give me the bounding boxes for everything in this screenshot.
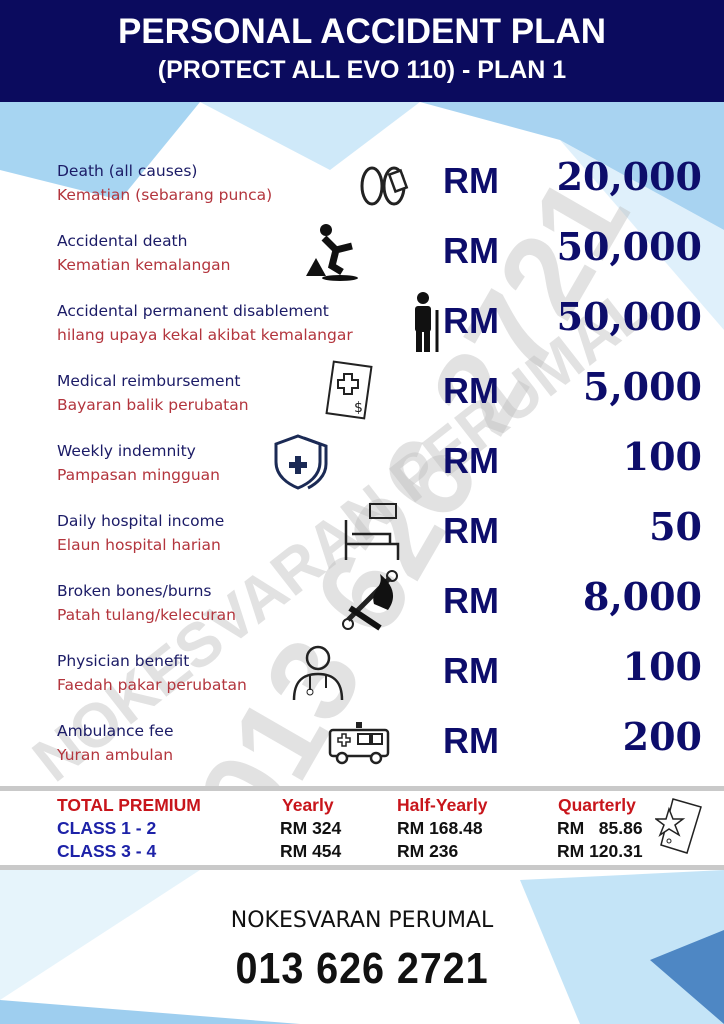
class-label: CLASS 1 - 2 — [57, 818, 157, 838]
price-cell: RM 85.86 — [557, 818, 643, 838]
benefit-row: Medical reimbursement Bayaran balik peru… — [0, 360, 724, 442]
benefit-label-en: Broken bones/burns — [57, 582, 212, 600]
benefit-row: Weekly indemnity Pampasan mingguan RM 10… — [0, 434, 724, 512]
currency-label: RM — [443, 370, 499, 411]
benefit-amount: 8,000 — [583, 574, 702, 619]
currency-label: RM — [443, 440, 499, 481]
premium-table: TOTAL PREMIUM Yearly Half-Yearly Quarter… — [0, 786, 724, 870]
benefit-label-ms: Elaun hospital harian — [57, 536, 221, 554]
price-tag-star-icon — [655, 798, 702, 854]
benefit-label-ms: Faedah pakar perubatan — [57, 676, 247, 694]
col-yearly: Yearly — [282, 795, 334, 815]
person-crutch-icon — [415, 292, 439, 352]
currency-label: RM — [443, 720, 499, 761]
currency-label: RM — [443, 300, 499, 341]
benefit-label-en: Accidental death — [57, 232, 188, 250]
benefit-label-en: Death (all causes) — [57, 162, 198, 180]
price-cell: RM 324 — [280, 818, 342, 838]
benefit-amount: 5,000 — [583, 364, 702, 409]
currency-label: RM — [443, 230, 499, 271]
benefit-label-ms: Pampasan mingguan — [57, 466, 220, 484]
svg-text:$: $ — [354, 400, 363, 416]
benefit-label-ms: Patah tulang/kelecuran — [57, 606, 236, 624]
benefit-amount: 20,000 — [556, 154, 702, 199]
doctor-icon — [292, 645, 344, 701]
benefit-label-ms: Yuran ambulan — [57, 746, 174, 764]
benefit-row: Broken bones/burns Patah tulang/kelecura… — [0, 570, 724, 652]
page-title: PERSONAL ACCIDENT PLAN — [117, 12, 607, 51]
benefit-row: Accidental permanent disablement hilang … — [0, 292, 724, 372]
benefit-label-en: Physician benefit — [57, 652, 190, 670]
benefit-label-en: Accidental permanent disablement — [57, 302, 329, 320]
benefit-amount: 50 — [649, 504, 702, 549]
class-label: CLASS 3 - 4 — [57, 841, 157, 861]
benefit-amount: 50,000 — [556, 224, 702, 269]
benefit-label-ms: hilang upaya kekal akibat kemalangar — [57, 326, 353, 344]
benefit-label-en: Daily hospital income — [57, 512, 225, 530]
benefit-row: Accidental death Kematian kemalangan RM … — [0, 224, 724, 302]
header: PERSONAL ACCIDENT PLAN (PROTECT ALL EVO … — [0, 0, 724, 102]
benefit-label-en: Medical reimbursement — [57, 372, 241, 390]
benefit-label-ms: Kematian (sebarang punca) — [57, 186, 273, 204]
medical-bill-icon: $ — [325, 360, 373, 420]
col-half-yearly: Half-Yearly — [397, 795, 488, 815]
currency-label: RM — [443, 160, 499, 201]
benefit-label-en: Ambulance fee — [57, 722, 174, 740]
ambulance-icon — [328, 722, 390, 765]
currency-label: RM — [443, 580, 499, 621]
price-cell: RM 120.31 — [557, 841, 643, 861]
price-cell: RM 236 — [397, 841, 459, 861]
hospital-bed-money-icon — [344, 503, 400, 560]
price-cell: RM 168.48 — [397, 818, 483, 838]
slip-fall-icon — [306, 224, 358, 281]
currency-label: RM — [443, 510, 499, 551]
feet-tag-icon — [360, 166, 409, 206]
price-cell: RM 454 — [280, 841, 342, 861]
benefit-amount: 50,000 — [556, 294, 702, 339]
currency-label: RM — [443, 650, 499, 691]
benefit-amount: 100 — [622, 644, 702, 689]
benefit-label-ms: Kematian kemalangan — [57, 256, 231, 274]
benefit-row: Death (all causes) Kematian (sebarang pu… — [0, 154, 724, 232]
page-subtitle: (PROTECT ALL EVO 110) - PLAN 1 — [157, 56, 567, 84]
benefit-label-ms: Bayaran balik perubatan — [57, 396, 249, 414]
benefit-amount: 100 — [622, 434, 702, 479]
agent-phone: 013 626 2721 — [235, 944, 489, 993]
benefit-row: Physician benefit Faedah pakar perubatan… — [0, 644, 724, 722]
shield-icon — [274, 434, 328, 490]
benefit-row: Ambulance fee Yuran ambulan RM 200 — [0, 714, 724, 792]
benefit-label-en: Weekly indemnity — [57, 442, 196, 460]
col-quarterly: Quarterly — [558, 795, 636, 815]
benefit-row: Daily hospital income Elaun hospital har… — [0, 503, 724, 582]
agent-name: NOKESVARAN PERUMAL — [230, 908, 494, 933]
premium-title: TOTAL PREMIUM — [57, 795, 201, 815]
bone-fire-icon — [342, 570, 398, 631]
benefit-amount: 200 — [622, 714, 702, 759]
